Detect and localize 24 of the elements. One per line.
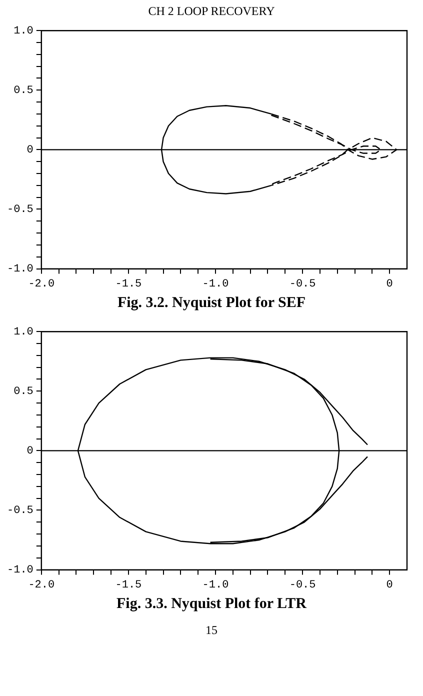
y-tick-label: -1.0 <box>7 564 34 577</box>
x-tick-label: -1.0 <box>202 579 229 592</box>
y-tick-label: 0.5 <box>14 85 34 98</box>
text: 15 <box>204 623 218 638</box>
x-tick-label: -1.0 <box>202 278 229 290</box>
x-tick-label: 0 <box>386 278 393 290</box>
text: Fig. 3.2. Nyquist Plot for SEF <box>116 295 307 312</box>
text: CH 2 LOOP RECOVERY <box>147 4 276 19</box>
y-tick-label: -0.5 <box>7 505 34 518</box>
y-tick-label: -0.5 <box>7 204 34 216</box>
x-tick-label: -1.5 <box>115 278 142 290</box>
x-tick-label: -2.0 <box>28 579 55 592</box>
x-tick-label: -1.5 <box>115 579 142 592</box>
x-tick-label: 0 <box>386 579 393 592</box>
x-tick-label: -2.0 <box>28 278 55 290</box>
y-tick-label: 1.0 <box>14 26 34 38</box>
y-tick-label: 0 <box>26 446 34 458</box>
y-tick-label: 1.0 <box>14 326 34 339</box>
y-tick-label: 0.5 <box>14 386 34 398</box>
text: Fig. 3.3. Nyquist Plot for LTR <box>115 596 308 613</box>
x-tick-label: -0.5 <box>289 278 316 290</box>
x-tick-label: -0.5 <box>289 579 316 592</box>
y-tick-label: -1.0 <box>7 264 34 276</box>
y-tick-label: 0 <box>26 144 34 157</box>
